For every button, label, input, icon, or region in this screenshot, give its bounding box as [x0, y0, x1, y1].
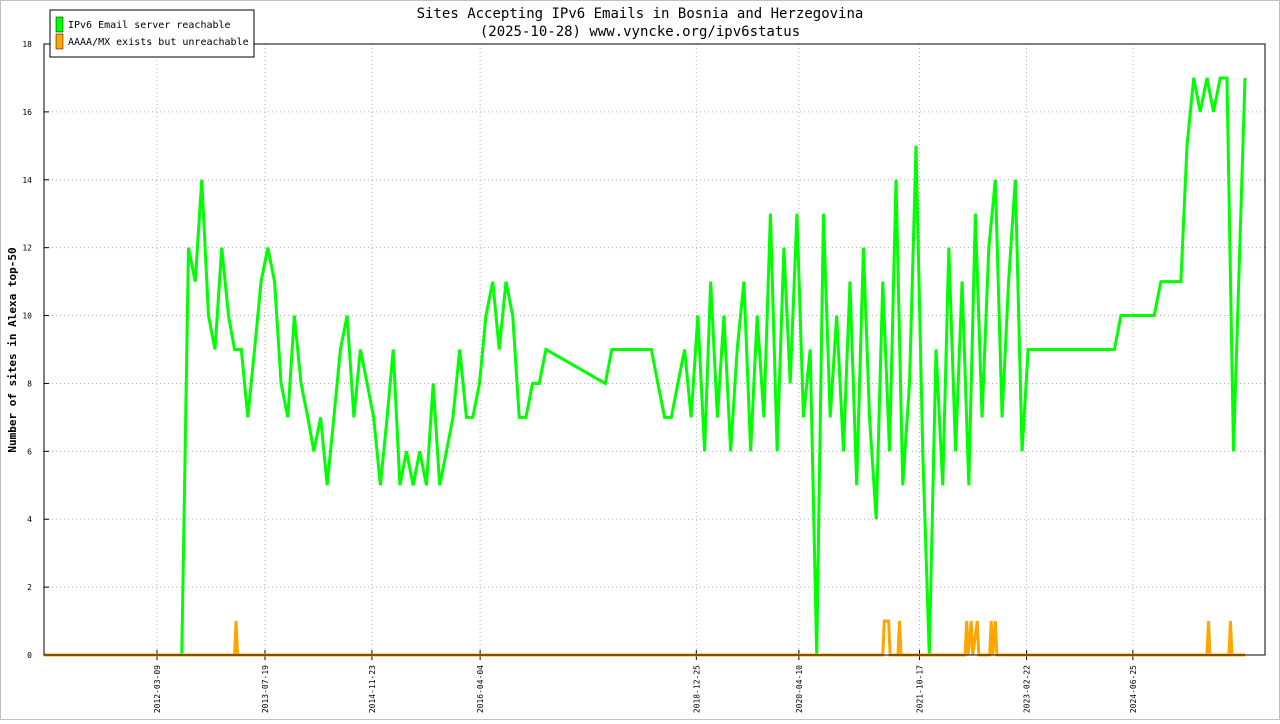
y-tick-label: 2: [27, 583, 32, 592]
y-tick-label: 0: [27, 651, 32, 660]
y-axis-label: Number of sites in Alexa top-50: [6, 247, 19, 452]
legend-swatch: [55, 33, 64, 50]
legend: IPv6 Email server reachable AAAA/MX exist…: [49, 9, 255, 58]
x-tick-label: 2020-04-10: [795, 665, 804, 713]
y-tick-label: 4: [27, 515, 32, 524]
x-tick-label: 2023-02-22: [1023, 665, 1032, 713]
x-tick-label: 2012-03-09: [153, 665, 162, 713]
plot: [44, 76, 1247, 657]
series-line: [44, 76, 1247, 657]
x-tick-label: 2021-10-17: [915, 665, 924, 713]
y-tick-label: 14: [22, 176, 32, 185]
y-tick-label: 10: [22, 312, 32, 321]
legend-label: IPv6 Email server reachable: [68, 20, 231, 31]
legend-label: AAAA/MX exists but unreachable: [68, 37, 249, 48]
chart-title: Sites Accepting IPv6 Emails in Bosnia an…: [417, 6, 864, 22]
x-tick-label: 2016-04-04: [476, 665, 485, 713]
chart-subtitle: (2025-10-28) www.vyncke.org/ipv6status: [480, 24, 800, 40]
x-tick-label: 2014-11-23: [368, 665, 377, 713]
y-tick-label: 6: [27, 447, 32, 456]
x-tick-label: 2013-07-19: [261, 665, 270, 713]
x-tick-label: 2024-06-25: [1129, 665, 1138, 713]
y-tick-label: 12: [22, 244, 32, 253]
y-tick-label: 8: [27, 379, 32, 388]
legend-swatch: [55, 16, 64, 33]
x-tick-label: 2018-12-25: [692, 665, 701, 713]
y-tick-label: 18: [22, 40, 32, 49]
legend-box: [49, 9, 255, 58]
y-tick-label: 16: [22, 108, 32, 117]
plot-border: [43, 43, 1266, 656]
series-line: [44, 619, 1246, 657]
